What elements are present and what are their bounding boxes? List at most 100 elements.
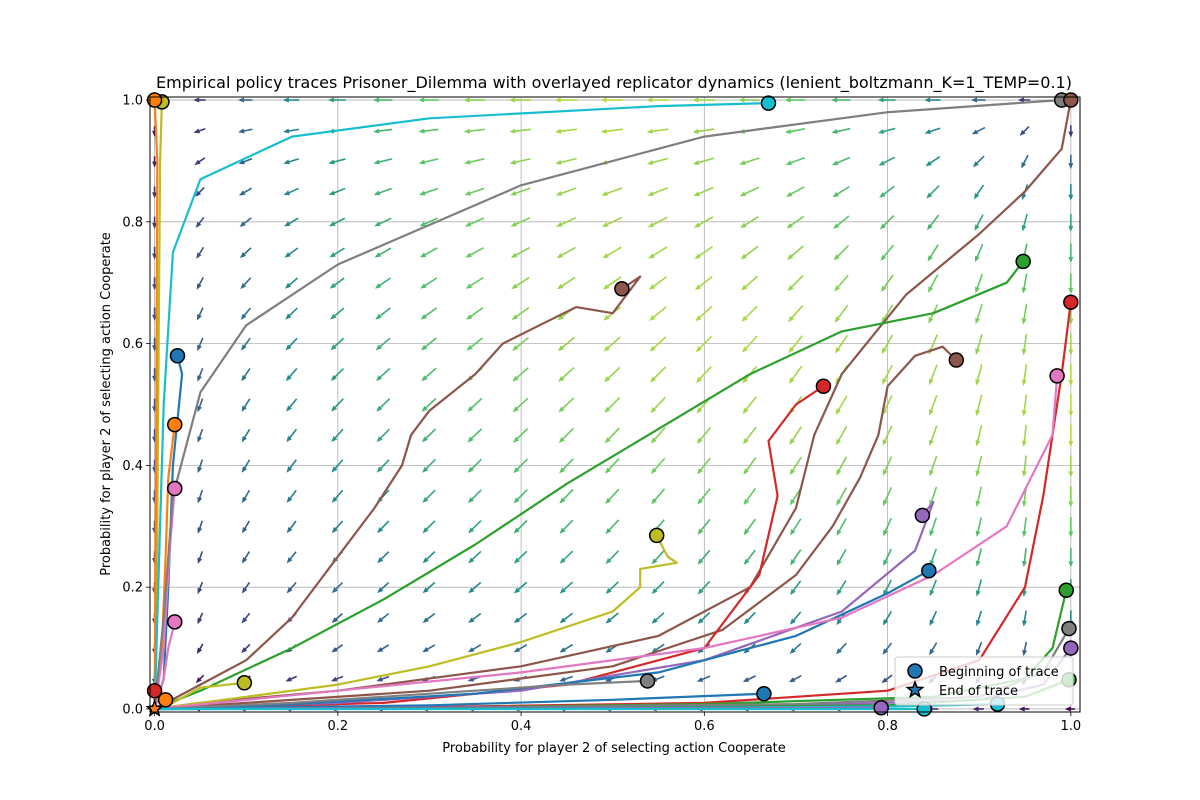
policy-trace-line: [154, 275, 642, 710]
vector-arrowhead: [1021, 560, 1027, 568]
trace-start-marker: [948, 352, 965, 368]
vector-arrowhead: [510, 252, 518, 258]
vector-arrowhead: [743, 468, 749, 475]
vector-arrowhead: [742, 677, 750, 682]
vector-arrowhead: [376, 436, 383, 443]
vector-arrowhead: [831, 97, 838, 103]
vector-arrowhead: [696, 677, 704, 682]
vector-arrowhead: [647, 222, 655, 228]
vector-arrowhead: [463, 128, 471, 134]
vector-arrowhead: [422, 527, 429, 534]
vector-arrowhead: [195, 221, 202, 228]
vector-arrowhead: [283, 159, 290, 165]
vector-arrowhead: [1068, 349, 1074, 356]
vector-arrowhead: [1068, 256, 1074, 263]
vector-arrowhead: [974, 224, 980, 231]
vector-arrowhead: [330, 676, 338, 682]
vector-arrowhead: [152, 192, 158, 199]
axis-ticks: 0.0 0.2 0.4 0.6 0.8 1.0 0.0 0.2 0.4 0.6 0.8 1.0: [122, 94, 1081, 734]
vector-arrowhead: [877, 97, 884, 103]
vector-arrowhead: [926, 192, 933, 199]
vector-arrowhead: [788, 346, 795, 354]
vector-arrowhead: [692, 160, 700, 165]
vector-arrowhead: [331, 646, 338, 653]
vector-arrowhead: [284, 282, 292, 289]
vector-arrowhead: [509, 97, 516, 103]
vector-arrowhead: [283, 128, 290, 134]
vector-arrowhead: [1019, 129, 1026, 136]
vector-arrowhead: [195, 190, 202, 197]
x-tick-label: 0.8: [877, 719, 898, 734]
policy-trace-line: [154, 345, 958, 711]
x-tick-label: 0.6: [694, 719, 715, 734]
vector-arrowhead: [972, 706, 979, 712]
vector-arrowhead: [559, 676, 566, 682]
x-tick-label: 0.4: [511, 719, 532, 734]
vector-arrowhead: [422, 587, 429, 594]
vector-arrowhead: [510, 221, 517, 227]
vector-arrowhead: [927, 223, 933, 231]
vector-arrowhead: [1068, 380, 1074, 387]
plot-frame: [149, 96, 1081, 713]
vector-arrowhead: [465, 283, 473, 289]
vector-arrowhead: [743, 498, 750, 505]
vector-arrowhead: [558, 406, 565, 413]
vector-arrowhead: [929, 439, 934, 447]
vector-arrowhead: [836, 529, 842, 536]
vector-arrowhead: [331, 435, 338, 443]
vector-arrowhead: [419, 190, 426, 196]
vector-arrowhead: [377, 617, 384, 623]
vector-arrowhead: [604, 467, 611, 474]
vector-arrowhead: [651, 498, 658, 505]
vector-arrowhead: [600, 128, 607, 134]
vector-arrowhead: [879, 192, 886, 198]
vector-arrowhead: [835, 438, 842, 446]
vector-arrowhead: [331, 526, 338, 534]
vector-arrowhead: [601, 222, 609, 228]
vector-arrowhead: [374, 283, 382, 289]
legend-beginning-label: Beginning of trace: [939, 665, 1059, 680]
vector-arrowhead: [789, 647, 796, 654]
policy-trace-line: [154, 569, 930, 711]
vector-arrowhead: [194, 159, 201, 166]
vector-arrowhead: [788, 316, 794, 323]
vector-arrowhead: [836, 559, 842, 566]
vector-arrowhead: [422, 617, 429, 623]
vector-arrowhead: [1022, 590, 1027, 597]
vector-arrowhead: [831, 160, 839, 166]
vector-arrowhead: [328, 190, 336, 196]
vector-arrowhead: [286, 587, 293, 594]
vector-arrowhead: [241, 617, 248, 624]
vector-arrowhead: [1017, 97, 1024, 103]
vector-arrowhead: [376, 676, 383, 682]
vector-arrowhead: [835, 408, 841, 415]
vector-arrowhead: [929, 619, 935, 626]
vector-arrowhead: [696, 376, 703, 383]
trace-start-marker: [1049, 368, 1065, 384]
vector-arrowhead: [883, 559, 888, 567]
vector-arrowhead: [197, 436, 203, 443]
trace-start-marker: [169, 348, 186, 364]
vector-arrowhead: [882, 619, 889, 626]
vector-arrowhead: [646, 128, 653, 134]
vector-arrowhead: [975, 500, 981, 507]
vector-arrowhead: [790, 529, 796, 536]
vector-arrowhead: [651, 617, 658, 624]
vector-arrowhead: [285, 313, 292, 320]
vector-arrowhead: [836, 618, 842, 626]
trace-start-marker: [760, 95, 777, 111]
policy-trace-line: [154, 385, 825, 711]
vector-arrowhead: [377, 557, 384, 564]
vector-arrowhead: [1068, 561, 1074, 568]
vector-arrowhead: [602, 253, 609, 259]
vector-arrowhead: [831, 129, 838, 134]
vector-arrowhead: [237, 97, 244, 103]
vector-arrowhead: [197, 617, 203, 625]
vector-arrowhead: [929, 589, 935, 597]
vector-arrowhead: [1068, 410, 1074, 417]
vector-arrowhead: [878, 160, 886, 166]
vector-arrowhead: [283, 190, 291, 196]
vector-arrowhead: [331, 496, 338, 503]
trace-start-marker: [166, 480, 183, 497]
